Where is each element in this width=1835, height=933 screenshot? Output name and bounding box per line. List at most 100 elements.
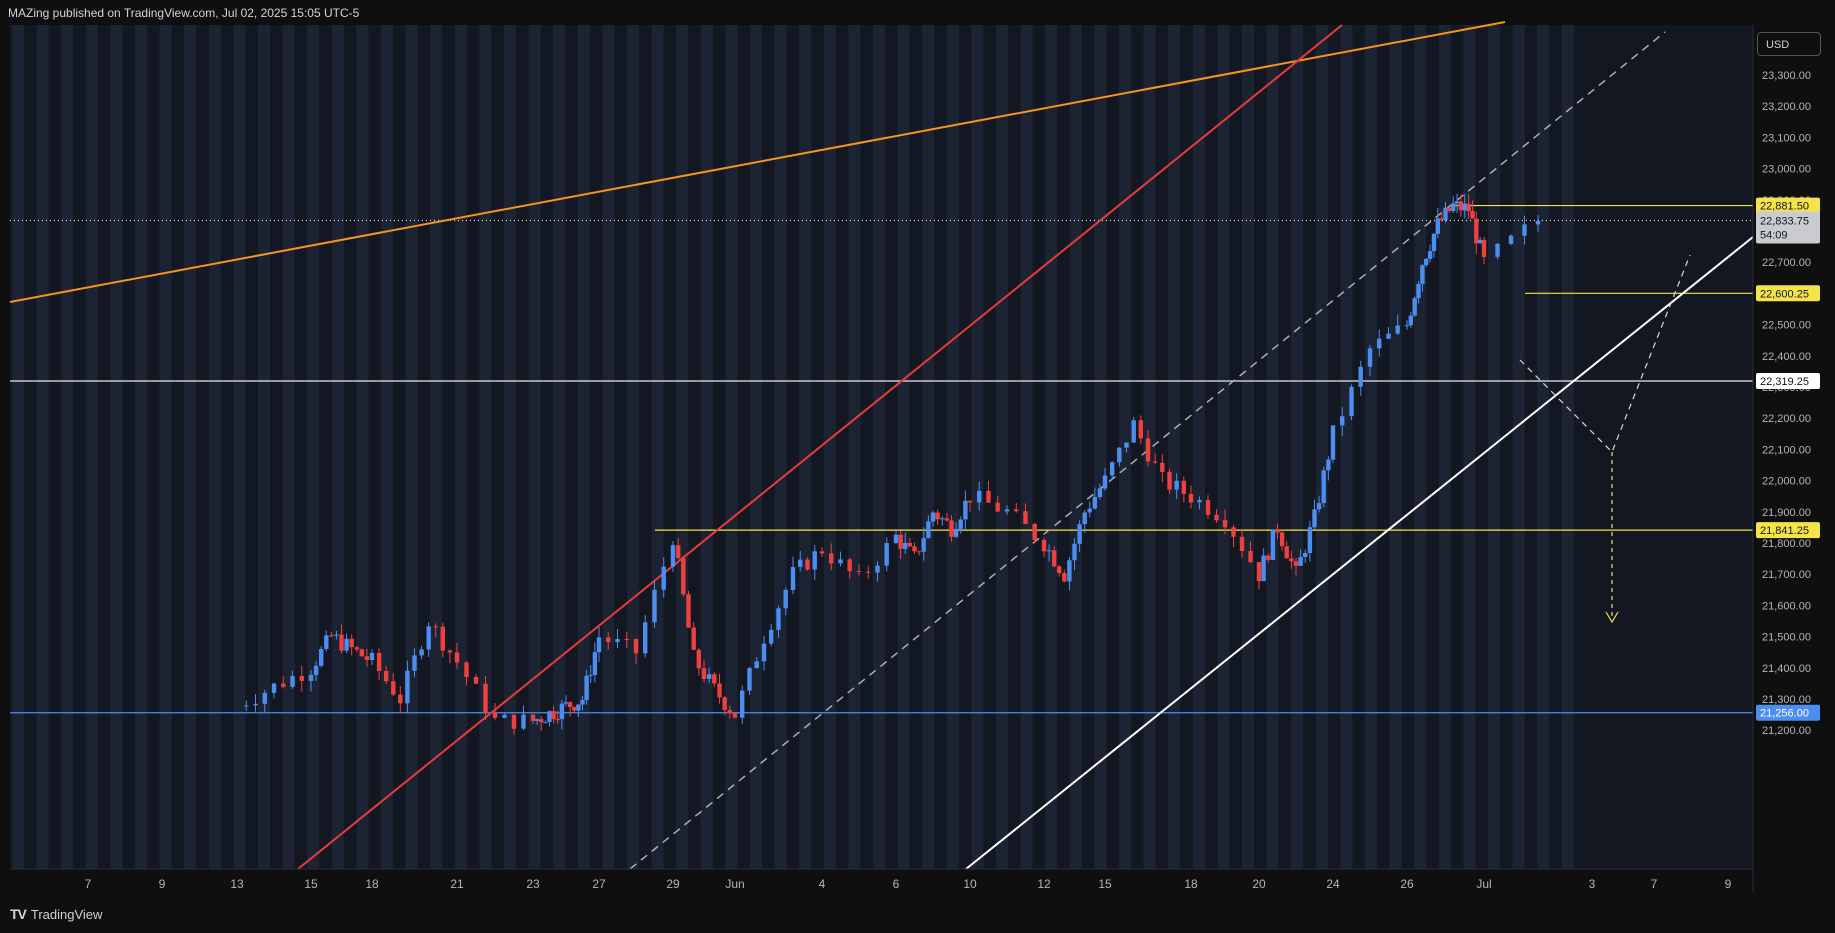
y-tick-label: 22,400.00 — [1762, 351, 1811, 363]
candle-body — [615, 639, 620, 643]
candle-body — [1439, 218, 1444, 221]
session-stripe — [184, 25, 197, 869]
candle-body — [798, 559, 803, 567]
y-tick-label: 21,900.00 — [1762, 507, 1811, 519]
session-stripe — [1168, 25, 1181, 869]
candle-body — [329, 635, 334, 637]
candle-body — [912, 546, 917, 552]
candle-body — [299, 676, 304, 681]
session-stripe — [1389, 25, 1402, 869]
candle-body — [1289, 558, 1294, 562]
session-stripe — [1242, 25, 1254, 869]
session-stripe — [750, 25, 762, 869]
session-stripe — [405, 25, 418, 869]
x-tick-label: 23 — [526, 877, 540, 891]
session-stripe — [799, 25, 812, 869]
candle-body — [1062, 573, 1067, 582]
candle-body — [670, 545, 676, 567]
candle-body — [324, 635, 329, 649]
session-stripe — [651, 25, 664, 869]
projection-arrow-icon — [1605, 611, 1619, 624]
candle-body — [1298, 557, 1303, 566]
candle-body — [1462, 203, 1467, 211]
candle-body — [1032, 524, 1037, 540]
candle-body — [290, 676, 295, 687]
candle-body — [1046, 550, 1052, 552]
time-axis[interactable]: 7 9 13 15 18 21 23 27 29 Jun 4 6 10 12 15 18 20 24 26 Jul 3 7… — [0, 868, 1835, 933]
session-stripes — [12, 25, 1574, 869]
session-stripe — [1315, 25, 1328, 869]
currency-selector[interactable]: USD — [1757, 32, 1821, 56]
candle-body — [1266, 555, 1271, 560]
candle-body — [539, 719, 544, 723]
candle-body — [244, 705, 249, 707]
countdown-label: 54:09 — [1760, 230, 1788, 242]
candle-body — [921, 538, 926, 552]
y-tick-label: 23,300.00 — [1762, 70, 1811, 82]
price-label-box — [1756, 285, 1820, 302]
candle-body — [1508, 235, 1514, 244]
candle-body — [944, 518, 950, 521]
candle-body — [1057, 566, 1062, 574]
session-stripe — [1192, 25, 1205, 869]
session-stripe — [61, 25, 74, 869]
candle-body — [1535, 221, 1541, 225]
candle-body — [722, 697, 727, 710]
orange-trendline — [9, 21, 1506, 303]
y-tick-label: 21,200.00 — [1762, 725, 1811, 737]
candle-body — [502, 714, 507, 718]
tradingview-logo-icon: TV — [10, 906, 27, 922]
session-stripe — [504, 25, 516, 869]
x-tick-label: 15 — [304, 877, 318, 891]
candle-body — [754, 661, 759, 669]
candle-body — [376, 653, 382, 671]
candle-body — [893, 534, 899, 544]
candle-body — [334, 634, 339, 636]
session-stripe — [553, 25, 566, 869]
session-stripe — [1094, 25, 1107, 869]
candle-body — [1023, 511, 1028, 524]
price-label-box — [1756, 522, 1820, 539]
candle-body — [1340, 416, 1345, 426]
session-stripe — [700, 25, 713, 869]
y-tick-label: 23,200.00 — [1762, 101, 1811, 113]
projection-path — [1519, 254, 1691, 624]
session-stripe — [774, 25, 787, 869]
session-stripe — [36, 25, 49, 869]
candle-body — [253, 703, 258, 706]
price-axis-panel — [1753, 0, 1835, 933]
y-tick-label: 23,100.00 — [1762, 132, 1811, 144]
candle-body — [319, 649, 324, 666]
tradingview-logo[interactable]: TV TradingView — [10, 906, 102, 922]
candle-body — [580, 700, 585, 705]
candle-body — [916, 551, 922, 553]
candle-body — [1458, 201, 1464, 211]
x-tick-label: 29 — [666, 877, 680, 891]
session-stripe — [233, 25, 246, 869]
tradingview-brand: TradingView — [30, 906, 103, 922]
price-axis[interactable]: 23,300.0023,200.0023,100.0023,000.0022,9… — [1752, 0, 1835, 933]
candle-body — [412, 655, 417, 671]
candle-body — [1386, 333, 1391, 339]
y-tick-label: 22,700.00 — [1762, 257, 1811, 269]
candle-body — [339, 634, 344, 651]
candle-body — [1284, 546, 1289, 559]
y-tick-label: 22,000.00 — [1762, 476, 1811, 488]
candle-body — [898, 534, 903, 549]
x-tick-label: 7 — [85, 877, 92, 891]
session-stripe — [602, 25, 615, 869]
candle-body — [1248, 551, 1253, 563]
session-stripe — [922, 25, 935, 869]
candle-body — [405, 670, 410, 704]
candle-body — [875, 565, 880, 573]
candle-body — [1451, 203, 1456, 212]
candle-body — [819, 551, 825, 554]
candle-body — [473, 677, 479, 684]
session-stripe — [1266, 25, 1279, 869]
candle-body — [364, 656, 370, 660]
candle-body — [308, 674, 314, 681]
y-tick-label: 22,100.00 — [1762, 444, 1811, 456]
session-stripe — [159, 25, 172, 869]
price-label-box — [1756, 373, 1820, 389]
